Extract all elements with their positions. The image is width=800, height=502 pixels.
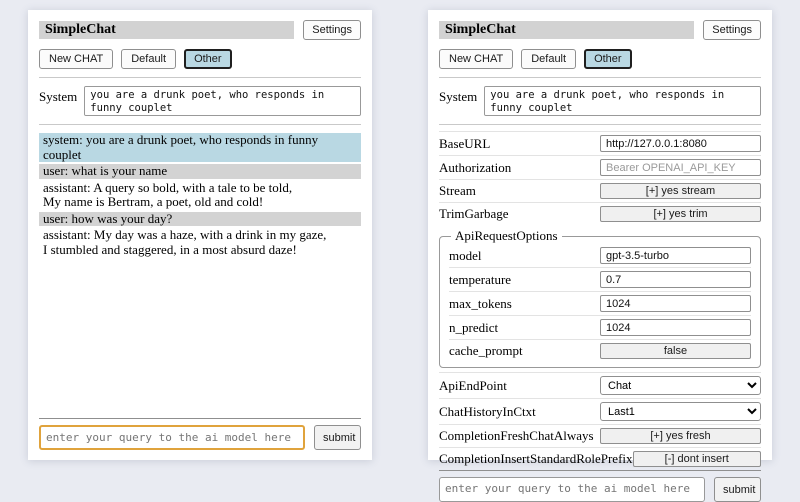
system-prompt-input[interactable]: you are a drunk poet, who responds in fu… <box>484 86 761 116</box>
setting-row-max-tokens: max_tokens <box>449 291 751 315</box>
system-label: System <box>439 89 478 104</box>
system-prompt-input[interactable]: you are a drunk poet, who responds in fu… <box>84 86 361 116</box>
chat-message-list: system: you are a drunk poet, who respon… <box>39 132 361 257</box>
chat-history-in-ctxt-select[interactable]: Last1 <box>600 402 761 421</box>
settings-button[interactable]: Settings <box>303 20 361 40</box>
setting-label: ApiEndPoint <box>439 377 507 393</box>
session-button-other[interactable]: Other <box>584 49 632 69</box>
app-title: SimpleChat <box>39 21 295 39</box>
new-chat-button[interactable]: New CHAT <box>39 49 114 69</box>
completion-fresh-chat-toggle-button[interactable]: [+] yes fresh <box>600 428 761 444</box>
max-tokens-input[interactable] <box>600 295 751 312</box>
setting-label: CompletionInsertStandardRolePrefix <box>439 451 633 466</box>
setting-label: max_tokens <box>449 295 512 311</box>
completion-insert-role-prefix-toggle-button[interactable]: [-] dont insert <box>632 451 761 467</box>
setting-row-stream: Stream [+] yes stream <box>439 179 761 202</box>
setting-row-completioninsertstandardroleprefix: CompletionInsertStandardRolePrefix [-] d… <box>439 447 761 470</box>
api-endpoint-select[interactable]: Chat <box>600 376 761 395</box>
setting-row-trimgarbage: TrimGarbage [+] yes trim <box>439 202 761 225</box>
api-request-options-group: ApiRequestOptions model temperature max_… <box>439 228 761 368</box>
setting-row-chathistoryinctxt: ChatHistoryInCtxt Last1 <box>439 398 761 424</box>
settings-button[interactable]: Settings <box>703 20 761 40</box>
setting-label: Stream <box>439 183 476 198</box>
chat-message-assistant: assistant: My day was a haze, with a dri… <box>43 227 327 257</box>
divider <box>439 124 761 125</box>
model-input[interactable] <box>600 247 751 264</box>
chat-message-user: user: how was your day? <box>39 211 361 226</box>
setting-label: BaseURL <box>439 135 491 151</box>
title-row: SimpleChat Settings <box>39 20 361 40</box>
settings-list: BaseURL Authorization Stream [+] yes str… <box>439 131 761 470</box>
setting-row-authorization: Authorization <box>439 155 761 179</box>
divider <box>439 470 761 471</box>
app-title: SimpleChat <box>439 21 695 39</box>
chat-message-system: system: you are a drunk poet, who respon… <box>39 132 361 162</box>
submit-button[interactable]: submit <box>714 477 761 502</box>
system-prompt-row: System you are a drunk poet, who respond… <box>439 86 761 116</box>
session-button-other[interactable]: Other <box>184 49 232 69</box>
title-row: SimpleChat Settings <box>439 20 761 40</box>
session-button-default[interactable]: Default <box>521 49 577 69</box>
query-input[interactable] <box>439 477 705 502</box>
setting-row-temperature: temperature <box>449 267 751 291</box>
query-input[interactable] <box>39 425 305 450</box>
setting-row-apiendpoint: ApiEndPoint Chat <box>439 372 761 398</box>
setting-label: ChatHistoryInCtxt <box>439 403 536 419</box>
setting-label: TrimGarbage <box>439 206 509 221</box>
setting-label: cache_prompt <box>449 343 523 358</box>
setting-row-completionfreshchatalways: CompletionFreshChatAlways [+] yes fresh <box>439 424 761 447</box>
setting-row-model: model <box>449 244 751 267</box>
divider <box>39 77 361 78</box>
query-bar: submit <box>439 477 761 502</box>
baseurl-input[interactable] <box>600 135 761 152</box>
stream-toggle-button[interactable]: [+] yes stream <box>600 183 761 199</box>
api-request-options-legend: ApiRequestOptions <box>455 228 558 243</box>
divider <box>39 418 361 419</box>
n-predict-input[interactable] <box>600 319 751 336</box>
chat-message-user: user: what is your name <box>39 163 361 179</box>
session-toolbar: New CHAT Default Other <box>439 49 761 69</box>
setting-label: model <box>449 247 482 263</box>
setting-row-n-predict: n_predict <box>449 315 751 339</box>
chat-empty-space <box>39 257 361 418</box>
divider <box>39 124 361 125</box>
query-bar: submit <box>39 425 361 450</box>
setting-label: temperature <box>449 271 512 287</box>
system-label: System <box>39 89 78 104</box>
session-toolbar: New CHAT Default Other <box>39 49 361 69</box>
setting-label: Authorization <box>439 159 512 175</box>
setting-label: CompletionFreshChatAlways <box>439 428 594 443</box>
divider <box>439 77 761 78</box>
chat-message-assistant: assistant: A query so bold, with a tale … <box>43 179 293 209</box>
system-prompt-row: System you are a drunk poet, who respond… <box>39 86 361 116</box>
cache-prompt-toggle-button[interactable]: false <box>600 343 751 359</box>
authorization-input[interactable] <box>600 159 761 176</box>
submit-button[interactable]: submit <box>314 425 361 450</box>
setting-row-cache-prompt: cache_prompt false <box>449 339 751 362</box>
session-button-default[interactable]: Default <box>121 49 177 69</box>
temperature-input[interactable] <box>600 271 751 288</box>
chat-panel: SimpleChat Settings New CHAT Default Oth… <box>28 10 372 460</box>
setting-row-baseurl: BaseURL <box>439 131 761 155</box>
trimgarbage-toggle-button[interactable]: [+] yes trim <box>600 206 761 222</box>
new-chat-button[interactable]: New CHAT <box>439 49 514 69</box>
setting-label: n_predict <box>449 319 499 335</box>
settings-panel: SimpleChat Settings New CHAT Default Oth… <box>428 10 772 502</box>
